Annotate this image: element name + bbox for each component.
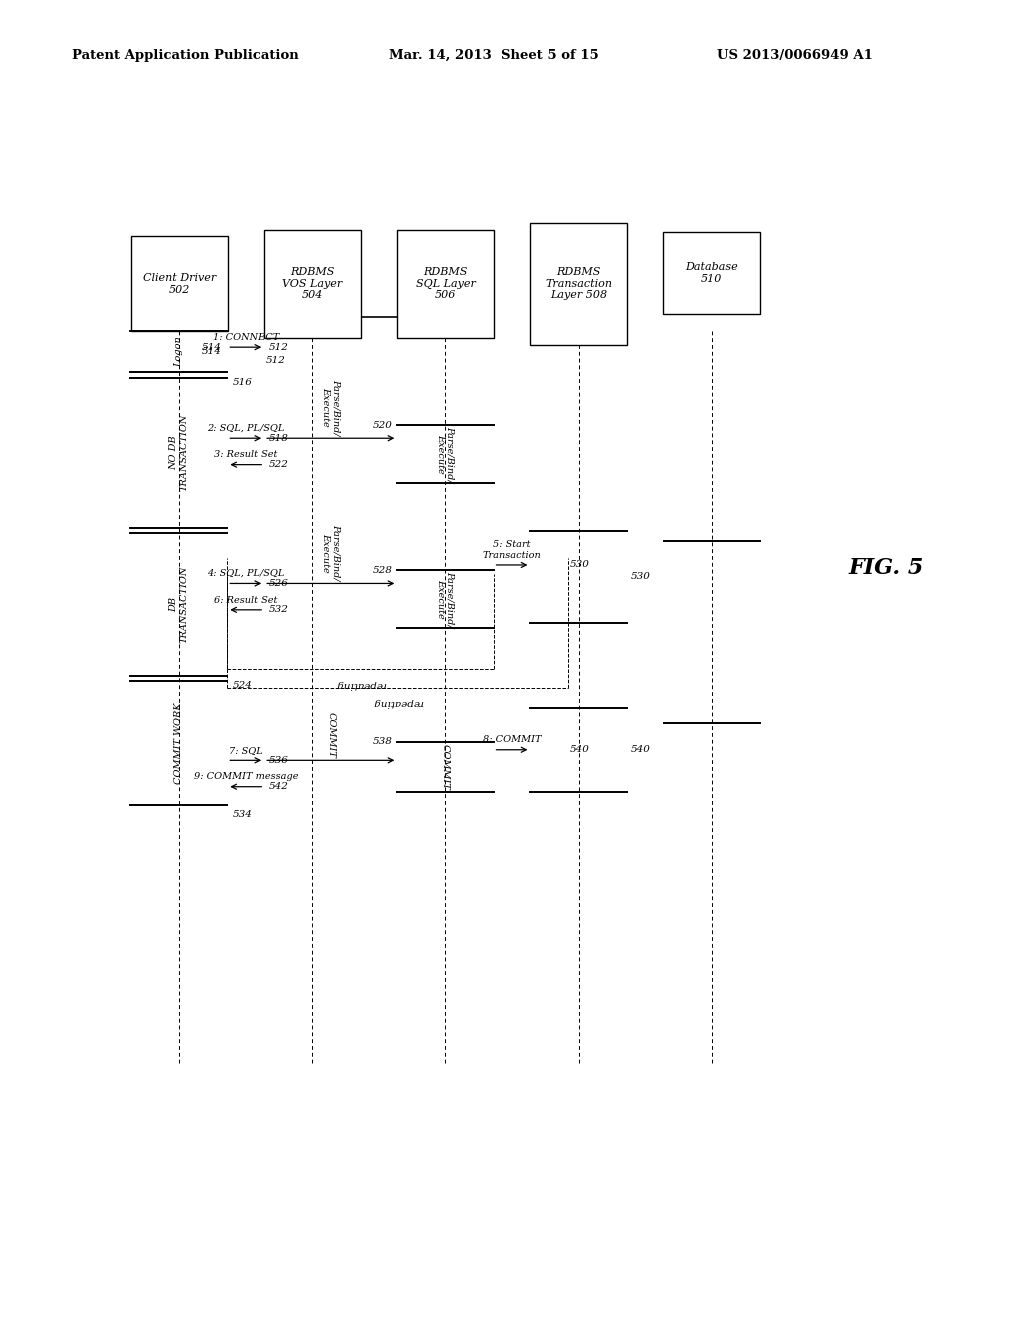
Text: 524: 524 xyxy=(232,681,252,690)
Text: repeating: repeating xyxy=(335,680,386,689)
Text: 542: 542 xyxy=(268,783,288,791)
Text: Parse/Bind/
Execute: Parse/Bind/ Execute xyxy=(436,426,455,482)
Text: 522: 522 xyxy=(268,461,288,469)
Text: Client Driver
502: Client Driver 502 xyxy=(142,273,216,294)
Text: 538: 538 xyxy=(373,738,392,746)
Text: FIG. 5: FIG. 5 xyxy=(848,557,924,578)
Text: 6: Result Set: 6: Result Set xyxy=(214,595,278,605)
Text: RDBMS
Transaction
Layer 508: RDBMS Transaction Layer 508 xyxy=(545,267,612,301)
Text: 526: 526 xyxy=(268,579,288,587)
Text: Database
510: Database 510 xyxy=(685,263,738,284)
Text: 514: 514 xyxy=(202,343,221,351)
FancyBboxPatch shape xyxy=(530,223,627,345)
Text: 3: Result Set: 3: Result Set xyxy=(214,450,278,459)
Text: 8: COMMIT: 8: COMMIT xyxy=(482,735,542,744)
Text: RDBMS
VOS Layer
504: RDBMS VOS Layer 504 xyxy=(283,267,342,301)
Text: 518: 518 xyxy=(268,434,288,442)
Text: Parse/Bind/
Execute: Parse/Bind/ Execute xyxy=(322,524,340,581)
Text: 512: 512 xyxy=(268,343,288,351)
Text: 516: 516 xyxy=(232,378,252,387)
Text: 9: COMMIT message: 9: COMMIT message xyxy=(194,772,298,781)
Text: 530: 530 xyxy=(631,573,650,581)
Text: 2: SQL, PL/SQL: 2: SQL, PL/SQL xyxy=(207,424,285,433)
Text: 540: 540 xyxy=(631,746,650,754)
Text: repeating: repeating xyxy=(373,698,423,708)
Text: 520: 520 xyxy=(373,421,392,429)
Text: Parse/Bind/
Execute: Parse/Bind/ Execute xyxy=(322,379,340,436)
FancyBboxPatch shape xyxy=(664,232,760,314)
FancyBboxPatch shape xyxy=(397,230,495,338)
Text: 5: Start
Transaction: 5: Start Transaction xyxy=(482,540,542,560)
Text: US 2013/0066949 A1: US 2013/0066949 A1 xyxy=(717,49,872,62)
Text: Mar. 14, 2013  Sheet 5 of 15: Mar. 14, 2013 Sheet 5 of 15 xyxy=(389,49,599,62)
Text: 532: 532 xyxy=(268,606,288,614)
Text: 540: 540 xyxy=(569,746,589,754)
Text: 1: CONNECT: 1: CONNECT xyxy=(213,333,279,342)
Text: Logon: Logon xyxy=(174,337,183,367)
FancyBboxPatch shape xyxy=(131,236,227,331)
Text: Patent Application Publication: Patent Application Publication xyxy=(72,49,298,62)
FancyBboxPatch shape xyxy=(264,230,361,338)
Text: COMMIT: COMMIT xyxy=(327,711,335,758)
Text: 528: 528 xyxy=(373,566,392,574)
Text: 512: 512 xyxy=(266,356,286,366)
Text: 536: 536 xyxy=(268,756,288,764)
Text: 4: SQL, PL/SQL: 4: SQL, PL/SQL xyxy=(207,569,285,578)
Text: NO DB
TRANSACTION: NO DB TRANSACTION xyxy=(169,414,188,491)
Text: 534: 534 xyxy=(232,810,252,820)
Text: 530: 530 xyxy=(569,561,589,569)
Text: DB
TRANSACTION: DB TRANSACTION xyxy=(169,566,188,643)
Text: Parse/Bind/
Execute: Parse/Bind/ Execute xyxy=(436,572,455,627)
Text: COMMIT: COMMIT xyxy=(441,744,450,789)
Text: RDBMS
SQL Layer
506: RDBMS SQL Layer 506 xyxy=(416,267,475,301)
Text: COMMIT WORK: COMMIT WORK xyxy=(174,702,183,784)
Text: 514: 514 xyxy=(202,347,221,356)
Text: 7: SQL: 7: SQL xyxy=(229,746,262,755)
